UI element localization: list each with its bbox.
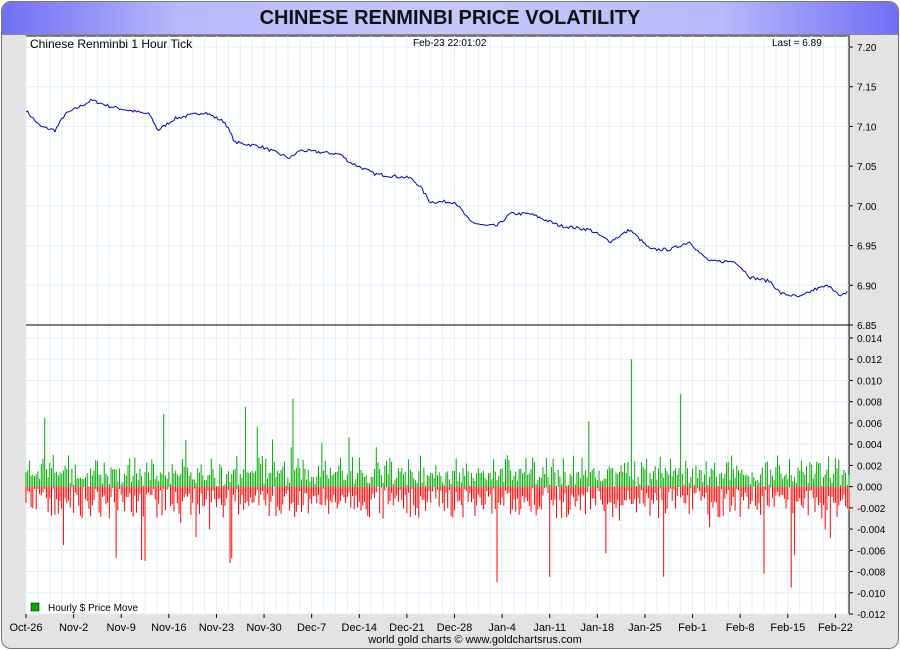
move-tick-label: -0.012 (857, 610, 886, 621)
move-tick-label: -0.002 (857, 504, 886, 515)
x-tick-label: Dec-21 (389, 622, 424, 634)
price-tick-label: 7.00 (857, 202, 877, 213)
x-tick-label: Jan-11 (533, 622, 566, 634)
price-tick-label: 6.90 (857, 281, 877, 292)
x-tick-label: Jan-25 (628, 622, 662, 634)
legend-swatch (30, 602, 40, 612)
volatility-bars (25, 359, 850, 588)
x-tick-label: Feb-8 (726, 622, 755, 634)
move-tick-label: 0.000 (857, 483, 882, 494)
price-line (25, 98, 848, 298)
price-tick-label: 7.15 (857, 83, 877, 94)
x-tick-label: Jan-18 (581, 622, 615, 634)
x-tick-label: Dec-14 (342, 622, 377, 634)
x-tick-label: Feb-1 (678, 622, 707, 634)
x-tick-label: Oct-26 (9, 622, 42, 634)
title-bar: CHINESE RENMINBI PRICE VOLATILITY (2, 2, 898, 35)
move-tick-label: -0.006 (857, 546, 886, 557)
move-tick-label: -0.010 (857, 589, 886, 600)
x-tick-label: Nov-23 (199, 622, 234, 634)
move-tick-label: 0.004 (857, 440, 882, 451)
price-tick-label: 6.85 (857, 321, 877, 332)
move-tick-label: 0.006 (857, 419, 882, 430)
footer-credit: world gold charts © www.goldchartsrus.co… (367, 634, 582, 646)
move-tick-label: 0.010 (857, 376, 882, 387)
x-tick-label: Feb-22 (818, 622, 853, 634)
move-tick-label: -0.008 (857, 568, 886, 579)
move-axis: 0.014 0.012 0.010 0.008 0.006 0.004 0.002 0.000… (849, 334, 886, 621)
x-tick-label: Nov-16 (151, 622, 186, 634)
move-tick-label: -0.004 (857, 525, 886, 536)
x-tick-label: Feb-15 (770, 622, 805, 634)
last-price: Last = 6.89 (772, 38, 822, 49)
x-tick-label: Dec-7 (297, 622, 326, 634)
x-tick-label: Nov-30 (246, 622, 281, 634)
price-tick-label: 7.20 (857, 43, 877, 54)
price-tick-label: 7.10 (857, 122, 877, 133)
price-panel-title: Chinese Renminbi 1 Hour Tick (30, 37, 193, 51)
x-tick-label: Nov-9 (107, 622, 136, 634)
date-axis: Oct-26 Nov-2 Nov-9 Nov-16 Nov-23 Nov-30 Dec-7 D… (9, 614, 853, 634)
chart-title: CHINESE RENMINBI PRICE VOLATILITY (259, 7, 641, 29)
price-axis: 7.20 7.15 7.10 7.05 7.00 6.95 6.90 6.85 (849, 43, 877, 332)
move-tick-label: 0.014 (857, 334, 882, 345)
move-tick-label: 0.008 (857, 398, 882, 409)
price-tick-label: 6.95 (857, 242, 877, 253)
legend-label: Hourly $ Price Move (48, 603, 138, 614)
x-tick-label: Dec-28 (437, 622, 472, 634)
price-tick-label: 7.05 (857, 162, 877, 173)
move-tick-label: 0.012 (857, 355, 882, 366)
move-tick-label: 0.002 (857, 461, 882, 472)
timestamp: Feb-23 22:01:02 (413, 38, 487, 49)
x-tick-label: Jan-4 (488, 622, 516, 634)
x-tick-label: Nov-2 (59, 622, 88, 634)
